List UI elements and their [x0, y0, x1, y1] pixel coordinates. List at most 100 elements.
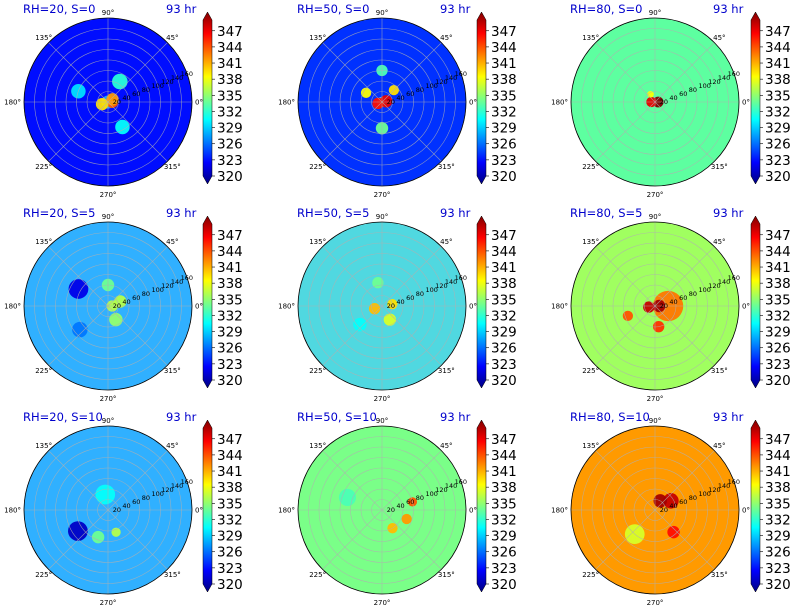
radial-tick-label: 140	[718, 74, 730, 82]
angle-tick-label: 135°	[309, 442, 326, 450]
colorbar-gradient	[750, 419, 761, 593]
field-features	[68, 278, 127, 338]
radial-tick-label: 40	[669, 502, 677, 510]
angle-tick-label: 0°	[195, 99, 203, 107]
colorbar-tick-label: 332	[217, 512, 243, 528]
colorbar-tick-label: 332	[217, 308, 243, 324]
angle-tick-label: 225°	[35, 367, 52, 375]
radial-tick-label: 20	[387, 98, 395, 106]
radial-tick-label: 160	[728, 70, 740, 78]
colorbar-tick-label: 329	[491, 325, 517, 341]
colorbar-tick-label: 344	[217, 244, 243, 260]
grid-spoke	[381, 42, 442, 103]
panel-title: RH=80, S=10	[570, 410, 650, 424]
polar-grid	[570, 221, 740, 391]
time-label: 93 hr	[713, 410, 744, 424]
grid-spoke	[322, 450, 383, 511]
colorbar-tick-label: 341	[491, 260, 517, 276]
angle-tick-label: 45°	[713, 442, 725, 450]
radial-tick-label: 160	[728, 274, 740, 282]
colorbar-tick-label: 341	[765, 260, 791, 276]
angle-tick-label: 45°	[440, 442, 452, 450]
field-cell	[72, 321, 88, 338]
angle-tick-label: 270°	[100, 395, 117, 403]
grid-spoke	[48, 450, 109, 511]
angle-tick-label: 135°	[309, 34, 326, 42]
angle-tick-label: 90°	[649, 417, 661, 425]
radial-tick-label: 60	[132, 498, 140, 506]
radial-tick-label: 40	[122, 94, 130, 102]
polar-frame	[23, 17, 193, 187]
radial-tick-label: 140	[718, 482, 730, 490]
colorbar-tick-label: 347	[491, 24, 517, 40]
radial-tick-label: 40	[122, 502, 130, 510]
colorbar-gradient	[202, 11, 213, 185]
radial-tick-label: 20	[660, 506, 668, 514]
angle-tick-label: 270°	[647, 395, 664, 403]
polar-grid	[23, 425, 193, 595]
colorbar-tick-label: 347	[765, 228, 791, 244]
angle-tick-label: 315°	[711, 571, 728, 579]
panel-title: RH=20, S=5	[23, 206, 95, 220]
radial-tick-label: 100	[699, 82, 711, 90]
angle-tick-label: 270°	[647, 599, 664, 607]
grid-spoke	[654, 305, 715, 366]
colorbar-tick-label: 320	[217, 577, 243, 593]
polar-grid	[570, 425, 740, 595]
angle-tick-label: 315°	[711, 163, 728, 171]
angle-tick-label: 315°	[438, 571, 455, 579]
colorbar-tick-label: 341	[217, 464, 243, 480]
colorbar-tick-label: 335	[765, 88, 791, 104]
field-cell	[663, 493, 679, 509]
grid-spoke	[381, 246, 442, 307]
angle-tick-label: 90°	[102, 9, 114, 17]
radial-tick-label: 160	[181, 478, 193, 486]
angle-tick-label: 90°	[102, 213, 114, 221]
angle-tick-label: 135°	[35, 442, 52, 450]
angle-tick-label: 135°	[35, 238, 52, 246]
radial-tick-label: 40	[396, 94, 404, 102]
colorbar-tick-label: 326	[491, 137, 517, 153]
radial-tick-label: 140	[445, 482, 457, 490]
radial-tick-label: 120	[161, 486, 173, 494]
field-cell	[115, 119, 130, 135]
radial-tick-label: 60	[132, 294, 140, 302]
colorbar-tick-label: 338	[491, 72, 517, 88]
colorbar-tick-label: 338	[491, 480, 517, 496]
grid-spoke	[322, 305, 383, 366]
angle-tick-label: 45°	[713, 238, 725, 246]
grid-spoke	[322, 246, 383, 307]
radial-tick-label: 80	[689, 86, 697, 94]
polar-grid	[297, 17, 467, 187]
colorbar-tick-label: 323	[765, 357, 791, 373]
angle-tick-label: 135°	[582, 442, 599, 450]
colorbar-tick-label: 338	[765, 276, 791, 292]
panel-title: RH=80, S=0	[570, 2, 642, 16]
colorbar-tick-label: 341	[217, 56, 243, 72]
radial-tick-label: 80	[142, 494, 150, 502]
colorbar-tick-label: 347	[765, 24, 791, 40]
angle-tick-label: 180°	[4, 507, 21, 515]
grid-spoke	[381, 509, 442, 570]
grid-spoke	[654, 509, 715, 570]
radial-tick-label: 20	[113, 302, 121, 310]
radial-tick-label: 160	[728, 478, 740, 486]
field-cell	[615, 483, 631, 500]
angle-tick-label: 135°	[35, 34, 52, 42]
colorbar-gradient	[476, 11, 487, 185]
grid-spoke	[322, 42, 383, 103]
colorbar-tick-label: 329	[765, 325, 791, 341]
colorbar-tick-label: 329	[217, 325, 243, 341]
angle-tick-label: 45°	[440, 238, 452, 246]
colorbar-tick-label: 335	[217, 496, 243, 512]
colorbar-tick-label: 341	[491, 464, 517, 480]
grid-spoke	[48, 305, 109, 366]
radial-tick-label: 80	[142, 290, 150, 298]
